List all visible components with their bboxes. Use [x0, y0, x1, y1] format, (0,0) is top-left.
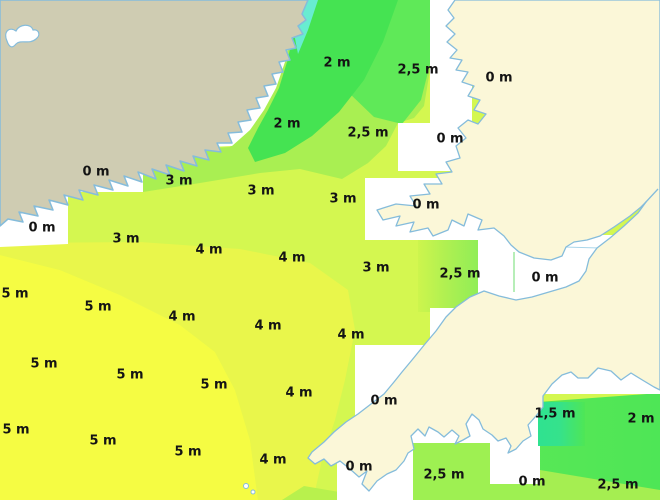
sea-region-4m — [0, 242, 355, 500]
wave-height-label: 0 m — [412, 197, 440, 213]
wave-height-label: 2,5 m — [423, 467, 465, 483]
wave-height-label: 2 m — [323, 55, 351, 71]
wave-height-label: 0 m — [28, 220, 56, 236]
scilly-isle — [243, 483, 249, 489]
wave-height-label: 5 m — [30, 356, 58, 372]
wave-height-label: 0 m — [531, 270, 559, 286]
wave-height-label: 4 m — [168, 309, 196, 325]
wave-height-label: 3 m — [247, 183, 275, 199]
wave-height-label: 2,5 m — [439, 266, 481, 282]
wave-height-label: 3 m — [112, 231, 140, 247]
ireland-lake — [5, 24, 40, 48]
wave-height-label: 5 m — [174, 444, 202, 460]
wave-height-label: 0 m — [82, 164, 110, 180]
sea-region-channel-2-5m-west — [412, 443, 540, 500]
wave-height-label: 2 m — [273, 116, 301, 132]
britain-landmass — [307, 0, 660, 492]
wave-height-label: 5 m — [89, 433, 117, 449]
wave-height-label: 2,5 m — [397, 62, 439, 78]
wave-height-label: 4 m — [259, 452, 287, 468]
scilly-isle — [250, 489, 256, 495]
wave-height-label: 1,5 m — [534, 406, 576, 422]
wave-height-label: 0 m — [485, 70, 513, 86]
wave-height-label: 4 m — [254, 318, 282, 334]
ireland-landmass — [0, 0, 309, 227]
wave-height-label: 5 m — [116, 367, 144, 383]
wave-height-label: 2,5 m — [347, 125, 389, 141]
wave-height-label: 0 m — [518, 474, 546, 490]
wave-height-label: 4 m — [337, 327, 365, 343]
wave-height-label: 5 m — [84, 299, 112, 315]
sea-region-lizard-wisp — [282, 486, 345, 500]
wave-height-label: 0 m — [436, 131, 464, 147]
wave-height-label: 2 m — [627, 411, 655, 427]
wave-height-label: 3 m — [329, 191, 357, 207]
sea-region-1-5m — [538, 402, 585, 446]
wave-height-label: 2,5 m — [597, 477, 639, 493]
sea-region-5m — [0, 255, 258, 500]
wave-height-label: 5 m — [2, 422, 30, 438]
severn-river-line — [644, 188, 659, 204]
sea-region-2m — [248, 0, 398, 162]
wave-height-label: 3 m — [362, 260, 390, 276]
wave-height-label: 4 m — [195, 242, 223, 258]
wave-height-label: 0 m — [345, 459, 373, 475]
wave-height-label: 4 m — [278, 250, 306, 266]
wave-height-label: 0 m — [370, 393, 398, 409]
estuary-channel-line — [562, 246, 601, 249]
wave-height-label: 3 m — [165, 173, 193, 189]
wave-height-label: 5 m — [1, 286, 29, 302]
wave-height-label: 5 m — [200, 377, 228, 393]
sea-region-channel-2-5m-south — [540, 470, 660, 500]
wave-height-label: 4 m — [285, 385, 313, 401]
